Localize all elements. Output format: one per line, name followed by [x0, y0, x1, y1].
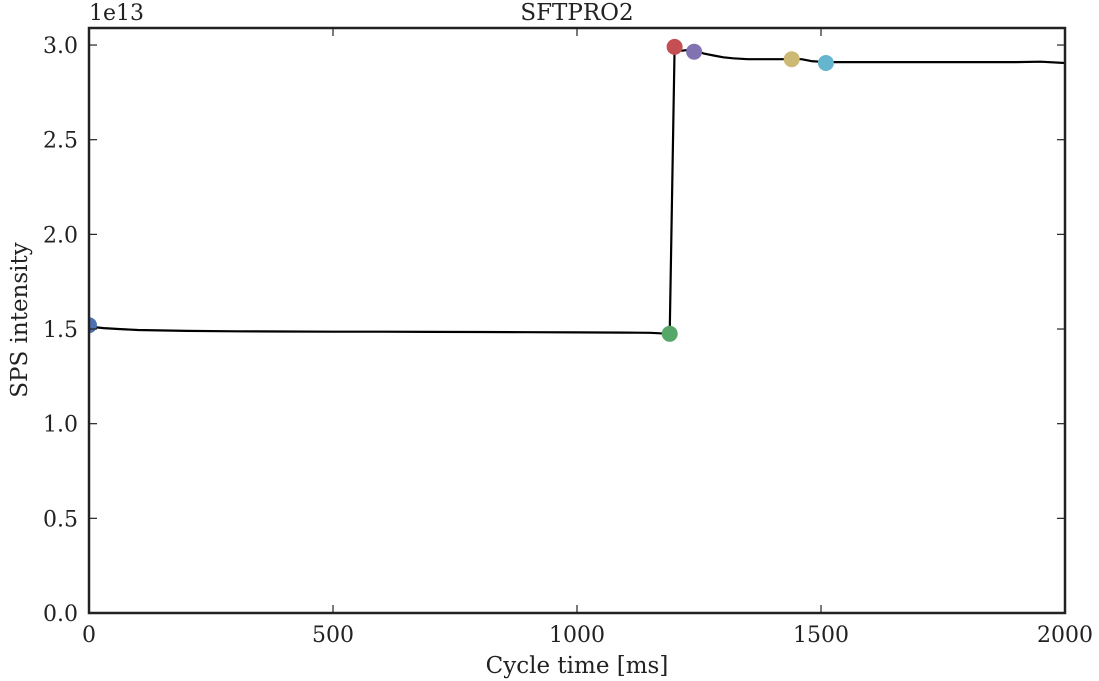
- plot-area: [89, 38, 1065, 342]
- x-tick-label-2: 1000: [549, 623, 605, 648]
- y-tick-label-5: 2.5: [43, 129, 78, 154]
- marker-point-1: [661, 325, 678, 342]
- series-line-0: [89, 45, 1065, 335]
- marker-point-3: [686, 43, 703, 60]
- y-axis-label: SPS intensity: [7, 242, 33, 398]
- x-tick-label-1: 500: [312, 623, 354, 648]
- x-axis-label: Cycle time [ms]: [486, 653, 669, 679]
- y-tick-label-2: 1.0: [43, 413, 78, 438]
- y-tick-label-0: 0.0: [43, 602, 78, 627]
- y-tick-label-3: 1.5: [43, 318, 78, 343]
- x-tick-label-3: 1500: [793, 623, 849, 648]
- x-tick-label-0: 0: [82, 623, 96, 648]
- y-offset-label: 1e13: [89, 1, 144, 26]
- chart-title: SFTPRO2: [520, 0, 633, 26]
- y-tick-label-4: 2.0: [43, 223, 78, 248]
- axis-ticks: 0 500 1000 1500 2000 0.0 0.5 1.0 1.5 2.0 2.5 3.0: [43, 28, 1093, 648]
- plot-frame: [87, 26, 1067, 615]
- y-tick-label-1: 0.5: [43, 507, 78, 532]
- marker-point-4: [783, 51, 800, 68]
- y-tick-label-6: 3.0: [43, 34, 78, 59]
- x-tick-label-4: 2000: [1037, 623, 1093, 648]
- marker-point-5: [817, 55, 834, 71]
- marker-point-2: [666, 38, 683, 55]
